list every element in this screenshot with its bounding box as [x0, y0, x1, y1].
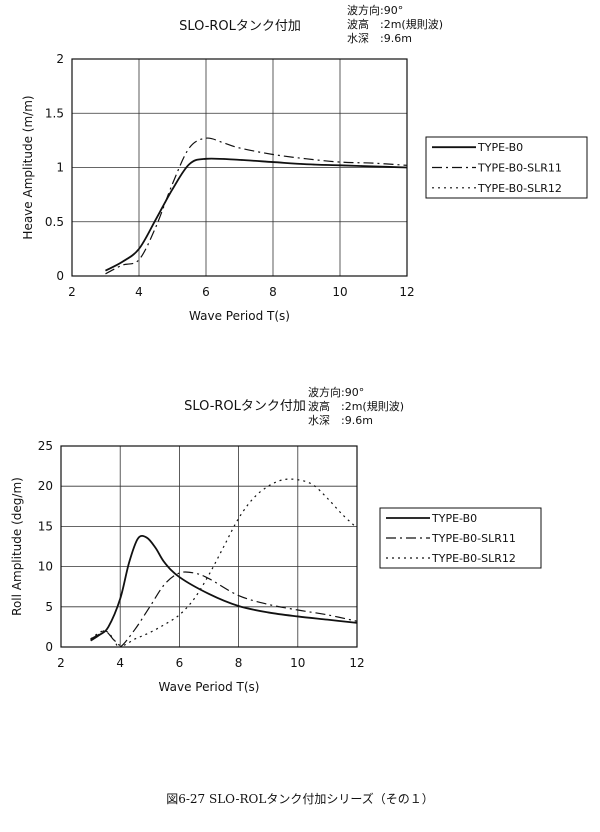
- x-tick-label: 10: [290, 656, 305, 670]
- y-tick-label: 15: [38, 519, 53, 533]
- condition-line: 水深 :9.6m: [308, 414, 373, 427]
- y-tick-label: 20: [38, 479, 53, 493]
- legend-entry: TYPE-B0: [477, 141, 523, 154]
- plot-frame: [60, 445, 358, 648]
- figure-caption: 図6-27 SLO-ROLタンク付加シリーズ（その１）: [166, 792, 434, 806]
- y-tick-label: 10: [38, 560, 53, 574]
- legend-entry: TYPE-B0: [431, 512, 477, 525]
- y-tick-label: 0.5: [45, 215, 64, 229]
- y-tick-label: 0: [45, 640, 53, 654]
- x-tick-label: 6: [176, 656, 184, 670]
- x-axis-label: Wave Period T(s): [159, 680, 260, 694]
- condition-line: 波方向:90°: [347, 3, 403, 17]
- legend-entry: TYPE-B0-SLR11: [477, 162, 562, 175]
- condition-line: 波方向:90°: [308, 385, 364, 399]
- series-line-type-b0-slr11: [90, 571, 358, 648]
- y-axis-label: Roll Amplitude (deg/m): [10, 477, 24, 616]
- chart-title: SLO-ROLタンク付加: [179, 19, 301, 34]
- x-tick-label: 12: [349, 656, 364, 670]
- series-line-type-b0-slr12: [90, 478, 358, 647]
- x-axis-label: Wave Period T(s): [189, 309, 290, 323]
- series-line-type-b0: [90, 534, 358, 642]
- condition-line: 波高 :2m(規則波): [347, 17, 443, 31]
- chart-title: SLO-ROLタンク付加: [184, 399, 306, 414]
- y-tick-label: 1: [56, 161, 64, 175]
- x-tick-label: 8: [269, 285, 277, 299]
- chart-1: SLO-ROLタンク付加 波方向:90°波高 :2m(規則波)水深 :9.6m 0 0…: [21, 3, 588, 323]
- x-tick-label: 12: [399, 285, 414, 299]
- series-line-type-b0: [105, 157, 408, 272]
- y-tick-label: 5: [45, 600, 53, 614]
- legend-entry: TYPE-B0-SLR12: [431, 552, 516, 565]
- x-tick-label: 2: [68, 285, 76, 299]
- condition-line: 波高 :2m(規則波): [308, 399, 404, 413]
- y-tick-label: 1.5: [45, 106, 64, 120]
- legend: TYPE-B0 TYPE-B0-SLR11 TYPE-B0-SLR12: [379, 507, 542, 569]
- legend-entry: TYPE-B0-SLR11: [431, 532, 516, 545]
- x-tick-label: 4: [116, 656, 124, 670]
- legend: TYPE-B0 TYPE-B0-SLR11 TYPE-B0-SLR12: [425, 136, 588, 199]
- x-tick-label: 8: [235, 656, 243, 670]
- x-tick-label: 6: [202, 285, 210, 299]
- condition-line: 水深 :9.6m: [347, 32, 412, 45]
- series-line-type-b0-slr11: [105, 137, 408, 275]
- y-tick-label: 25: [38, 439, 53, 453]
- legend-entry: TYPE-B0-SLR12: [477, 182, 562, 195]
- y-axis-label: Heave Amplitude (m/m): [21, 95, 35, 239]
- y-tick-label: 2: [56, 52, 64, 66]
- y-tick-label: 0: [56, 269, 64, 283]
- series-line-type-b0-slr12: [105, 158, 408, 272]
- x-tick-label: 10: [332, 285, 347, 299]
- x-tick-label: 4: [135, 285, 143, 299]
- x-tick-label: 2: [57, 656, 65, 670]
